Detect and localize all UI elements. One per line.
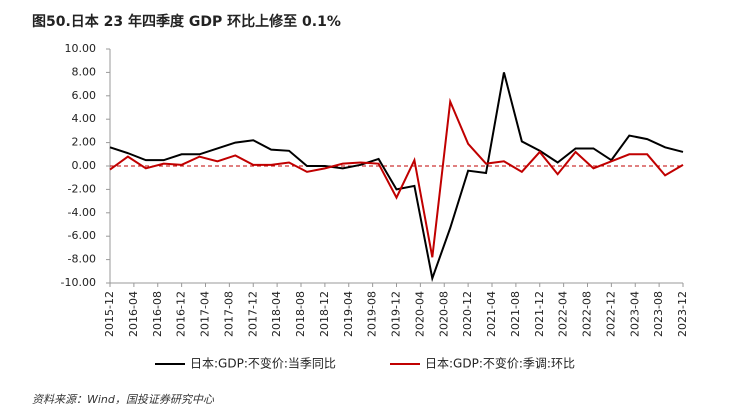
x-tick-label: 2023-12 — [676, 291, 689, 337]
x-tick-label: 2022-08 — [581, 291, 594, 337]
x-tick-label: 2017-04 — [199, 291, 212, 337]
x-tick-label: 2021-04 — [485, 291, 498, 337]
x-tick-label: 2020-12 — [461, 291, 474, 337]
chart-title: 图50.日本 23 年四季度 GDP 环比上修至 0.1% — [32, 13, 341, 30]
x-tick-label: 2021-08 — [509, 291, 522, 337]
source: 资料来源：Wind，国投证券研究中心 — [32, 393, 215, 406]
x-tick-label: 2021-12 — [533, 291, 546, 337]
x-tick-label: 2023-08 — [652, 291, 665, 337]
x-tick-label: 2018-04 — [270, 291, 283, 337]
x-tick-label: 2018-08 — [294, 291, 307, 337]
x-tick-label: 2019-08 — [366, 291, 379, 337]
x-tick-label: 2022-04 — [557, 291, 570, 337]
y-tick-label: 6.00 — [72, 89, 97, 102]
y-tick-label: 8.00 — [72, 65, 97, 78]
x-tick-label: 2023-04 — [628, 291, 641, 337]
series-line — [109, 97, 684, 258]
x-tick-label: 2017-08 — [222, 291, 235, 337]
y-tick-label: -10.00 — [61, 276, 96, 289]
x-tick-label: 2022-12 — [604, 291, 617, 337]
x-tick-label: 2015-12 — [103, 291, 116, 337]
legend-label: 日本:GDP:不变价:季调:环比 — [425, 356, 575, 371]
x-tick-label: 2017-12 — [246, 291, 259, 337]
x-tick-label: 2019-12 — [390, 291, 403, 337]
y-tick-label: -2.00 — [68, 182, 96, 195]
x-tick-label: 2016-04 — [127, 291, 140, 337]
y-tick-label: -6.00 — [68, 229, 96, 242]
y-tick-label: -4.00 — [68, 206, 96, 219]
x-tick-label: 2020-08 — [437, 291, 450, 337]
series-line — [109, 72, 684, 283]
y-tick-label: 0.00 — [72, 159, 97, 172]
x-tick-label: 2019-04 — [342, 291, 355, 337]
y-tick-label: 4.00 — [72, 112, 97, 125]
x-tick-label: 2020-04 — [413, 291, 426, 337]
x-tick-label: 2018-12 — [318, 291, 331, 337]
y-tick-label: 10.00 — [65, 42, 97, 55]
y-tick-label: 2.00 — [72, 136, 97, 149]
legend-label: 日本:GDP:不变价:当季同比 — [190, 356, 336, 371]
y-tick-label: -8.00 — [68, 253, 96, 266]
x-tick-label: 2016-08 — [151, 291, 164, 337]
x-tick-label: 2016-12 — [175, 291, 188, 337]
